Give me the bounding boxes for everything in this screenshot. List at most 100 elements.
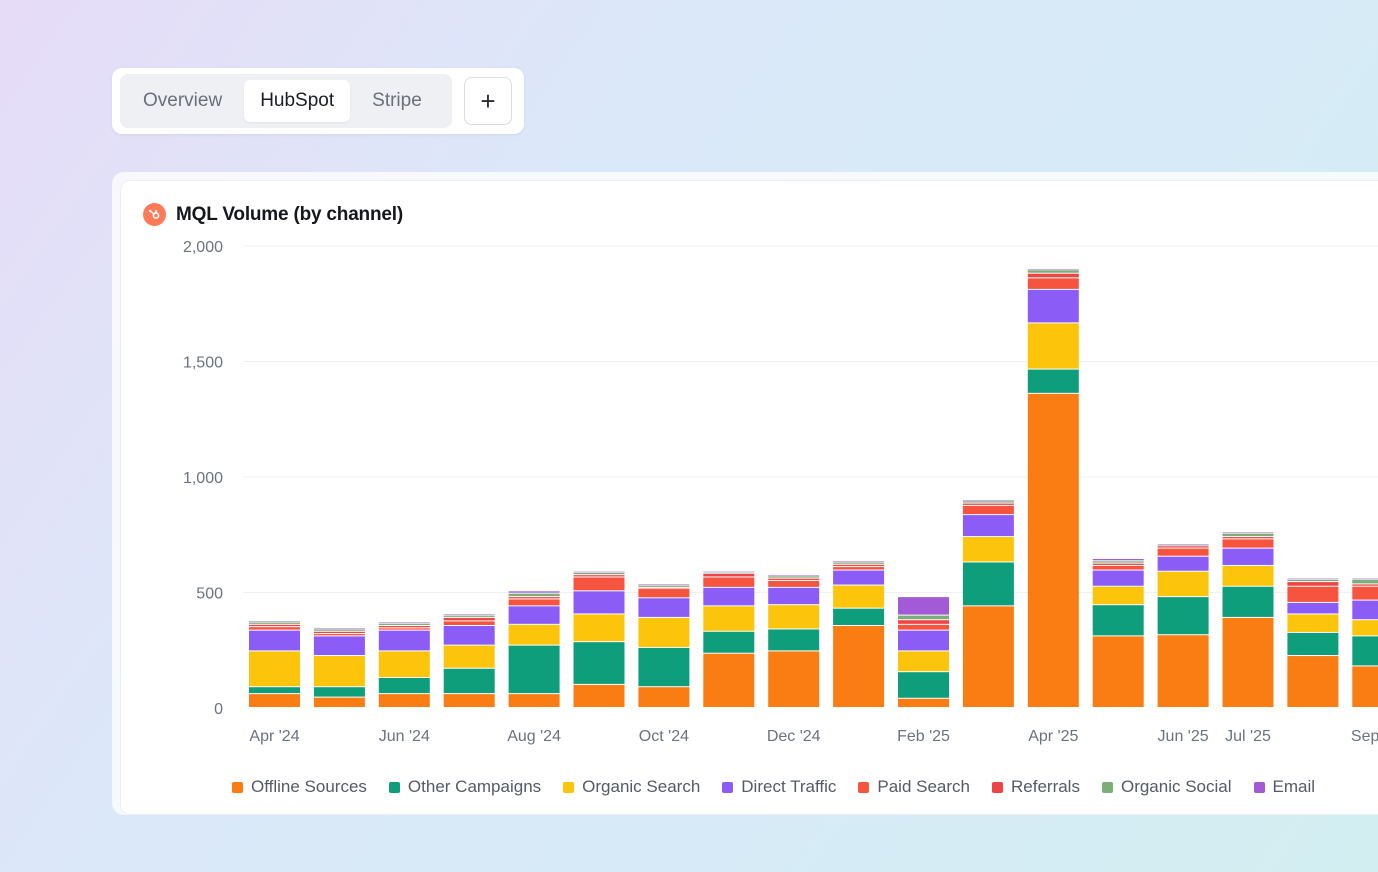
bar-segment (898, 651, 949, 672)
bar-segment (1287, 656, 1339, 707)
bar-segment (573, 591, 625, 614)
legend-item[interactable]: Other Campaigns (388, 777, 541, 797)
chart-card: MQL Volume (by channel) (120, 180, 1378, 815)
x-tick-label: Aug '24 (507, 728, 561, 745)
bar-segment (1092, 565, 1144, 570)
tab-hubspot[interactable]: HubSpot (244, 80, 351, 122)
bar-segment (508, 645, 560, 694)
bar-segment (1092, 559, 1144, 561)
legend-label: Direct Traffic (741, 777, 837, 796)
legend-item[interactable]: Organic Search (563, 777, 700, 797)
legend-item[interactable]: Referrals (992, 777, 1080, 797)
bar-segment (703, 572, 755, 574)
bar-segment (1222, 537, 1274, 539)
bar-segment (833, 608, 885, 625)
bar-segment (768, 575, 820, 576)
legend-label: Organic Social (1120, 777, 1232, 796)
legend-item[interactable]: Direct Traffic (722, 777, 836, 797)
bar-segment (313, 628, 365, 629)
legend-item[interactable]: Offline Sources (232, 777, 367, 797)
bar-segment (898, 597, 949, 615)
bar-segment (703, 631, 755, 653)
y-tick-label: 1,500 (183, 355, 223, 372)
bar-segment (898, 630, 949, 651)
bar-segment (573, 571, 625, 573)
bar-segment (1352, 636, 1378, 666)
bar-segment (1092, 563, 1144, 565)
y-tick-label: 2,000 (183, 239, 223, 256)
bar-segment (1027, 369, 1079, 393)
bar-segment (1027, 278, 1079, 289)
legend-swatch (563, 781, 575, 793)
bar-segment (703, 653, 755, 707)
bar-segment (1027, 393, 1079, 707)
bar-segment (833, 567, 885, 570)
x-tick-label: Apr '24 (249, 728, 299, 745)
x-tick-label: Sep '25 (1351, 728, 1378, 745)
bar-segment (378, 622, 430, 624)
y-tick-label: 500 (196, 586, 223, 603)
legend-label: Organic Search (582, 777, 701, 796)
bar-segment (638, 617, 690, 647)
bar-segment (1092, 636, 1144, 707)
legend-swatch (858, 781, 870, 793)
bar-segment (378, 677, 430, 694)
x-tick-label: Jun '24 (379, 728, 430, 745)
bar-segment (1287, 614, 1339, 632)
chart-card-frame: MQL Volume (by channel) (112, 172, 1378, 815)
bar-segment (573, 684, 625, 707)
tab-overview[interactable]: Overview (143, 90, 223, 111)
hubspot-logo-glyph (149, 209, 160, 219)
bar-segment (443, 645, 495, 668)
y-tick-label: 0 (214, 701, 223, 718)
bar-segment (313, 697, 365, 707)
bar-segment (249, 621, 300, 622)
bar-segment (378, 623, 430, 625)
legend-item[interactable]: Email (1253, 777, 1316, 797)
bar-segment (768, 580, 820, 587)
bar-segment (638, 587, 690, 589)
legend-label: Paid Search (877, 777, 970, 796)
legend-swatch (992, 781, 1003, 793)
bar-segment (1092, 586, 1144, 605)
bar-segment (1157, 546, 1209, 548)
bar-segment (1352, 579, 1378, 584)
x-tick-label: Jul '25 (1225, 728, 1271, 745)
bar-segment (1027, 323, 1079, 369)
bar-segment (313, 687, 365, 697)
bar-segment (1157, 545, 1209, 546)
x-tick-label: Feb '25 (897, 728, 950, 745)
bar-segment (962, 500, 1014, 501)
bar-segment (573, 572, 625, 575)
bar-segment (898, 672, 949, 698)
bar-segment (898, 624, 949, 630)
legend-item[interactable]: Organic Social (1101, 777, 1232, 797)
bar-segment (1352, 586, 1378, 600)
add-tab-button[interactable]: + (464, 77, 512, 125)
bar-segment (833, 585, 885, 608)
bar-segment (249, 651, 300, 687)
bar-segment (1027, 270, 1079, 273)
bar-segment (249, 687, 300, 694)
chart-legend: Offline Sources Other Campaigns Organic Se… (232, 777, 1315, 797)
bar-segment (1157, 548, 1209, 556)
bar-segment (313, 634, 365, 636)
bar-segment (313, 631, 365, 634)
bar-segment (378, 630, 430, 651)
tab-group: Overview HubSpot Stripe (120, 74, 452, 128)
bar-segment (573, 575, 625, 577)
bar-segment (1287, 586, 1339, 602)
tab-stripe[interactable]: Stripe (372, 90, 422, 111)
legend-item[interactable]: Paid Search (858, 777, 970, 797)
bar-segment (833, 561, 885, 562)
bar-segment (508, 593, 560, 597)
bar-segment (508, 624, 560, 645)
bar-segment (249, 694, 300, 707)
bar-segment (1092, 570, 1144, 586)
bar-segment (703, 571, 755, 573)
bar-segment (1352, 600, 1378, 620)
x-tick-label: Apr '25 (1028, 728, 1078, 745)
legend-label: Email (1272, 777, 1316, 796)
bar-segment (249, 627, 300, 630)
